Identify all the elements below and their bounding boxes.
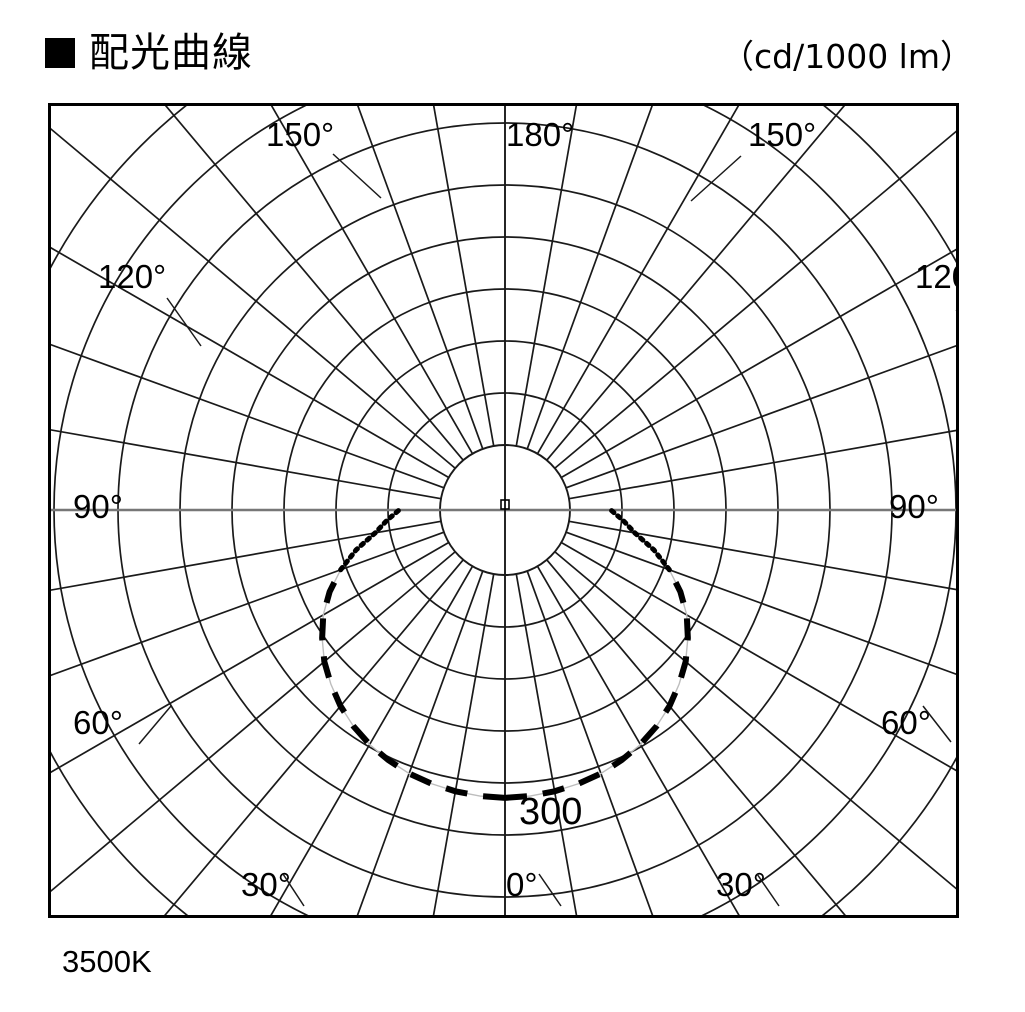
ring-value-label: 300 xyxy=(519,791,582,833)
angle-label-180-center: 180° xyxy=(506,116,574,153)
angle-label-30-right: 30° xyxy=(716,866,766,903)
angle-label-120-left: 120° xyxy=(98,258,166,295)
angle-label-150-right: 150° xyxy=(748,116,816,153)
polar-chart-frame: 300 150° 180° 150° 120° 120° 90° 90° 60° 60° 30° 0°… xyxy=(48,103,959,918)
polar-grid-spokes xyxy=(51,106,956,915)
angle-label-60-left: 60° xyxy=(73,704,123,741)
distribution-curve xyxy=(319,499,691,801)
angle-label-90-right: 90° xyxy=(889,488,939,525)
page-title: 配光曲線 xyxy=(89,30,253,76)
chart-header: 配光曲線 （cd/1000 lm） xyxy=(0,0,1025,100)
unit-label: （cd/1000 lm） xyxy=(721,37,973,76)
color-temperature-caption: 3500K xyxy=(62,944,152,979)
title-group: 配光曲線 xyxy=(45,33,253,73)
polar-chart-svg: 300 150° 180° 150° 120° 120° 90° 90° 60° 60° 30° 0°… xyxy=(51,106,956,915)
angle-label-120-right: 120° xyxy=(915,258,956,295)
filled-square-icon xyxy=(45,38,75,68)
angle-label-150-left: 150° xyxy=(266,116,334,153)
angle-label-0-center: 0° xyxy=(506,866,538,903)
angle-label-90-left: 90° xyxy=(73,488,123,525)
angle-label-60-right: 60° xyxy=(881,704,931,741)
angle-labels: 300 150° 180° 150° 120° 120° 90° 90° 60° 60° 30° 0°… xyxy=(73,116,956,907)
angle-label-30-left: 30° xyxy=(241,866,291,903)
